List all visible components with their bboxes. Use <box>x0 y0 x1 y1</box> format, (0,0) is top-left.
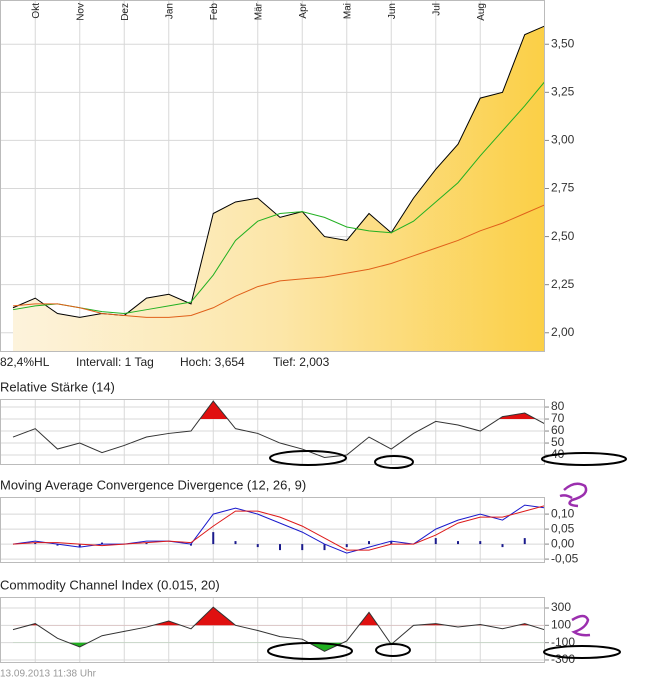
stat: 82,4%HL <box>0 355 50 369</box>
histogram-bar <box>78 544 81 548</box>
x-tick-label: Nov <box>75 3 86 21</box>
x-tick-label: Mai <box>342 3 353 19</box>
y-tick-label: -100 <box>551 635 575 649</box>
y-tick-label: 2,50 <box>551 229 575 243</box>
panel-frame <box>0 0 545 352</box>
y-tick-label: 0,05 <box>551 521 575 535</box>
stat: Intervall: 1 Tag <box>76 355 154 369</box>
series-line <box>12 504 545 554</box>
y-tick-label: 2,00 <box>551 325 575 339</box>
stat: Hoch: 3,654 <box>180 355 245 369</box>
x-tick-label: Jan <box>164 3 175 19</box>
y-tick-label: 3,00 <box>551 133 575 147</box>
x-tick-label: Mär <box>253 2 264 20</box>
panel-title: Moving Average Convergence Divergence (1… <box>0 477 306 492</box>
y-tick-label: 60 <box>551 423 565 437</box>
series-group <box>12 400 545 458</box>
ellipse <box>269 450 347 466</box>
y-tick-label: 70 <box>551 411 565 425</box>
series-line <box>12 606 545 652</box>
y-tick-label: 3,25 <box>551 84 575 98</box>
histogram-bar <box>101 542 103 545</box>
x-tick-label: Jul <box>431 3 442 16</box>
panel-title: Relative Stärke (14) <box>0 379 115 394</box>
histogram-bar <box>345 544 348 548</box>
y-tick-label: 100 <box>551 617 571 631</box>
scribble <box>559 482 588 508</box>
histogram-bar <box>368 541 370 545</box>
histogram-bar <box>145 542 148 545</box>
annotations <box>267 450 627 660</box>
y-tick-label: 2,75 <box>551 181 575 195</box>
histogram-bar <box>234 541 237 545</box>
histogram-bar <box>212 532 215 545</box>
stat: Tief: 2,003 <box>273 355 330 369</box>
x-tick-label: Feb <box>209 3 220 21</box>
histogram-bar <box>501 544 504 548</box>
ellipse <box>543 645 621 659</box>
plot-layer: Okt Nov Dez Jan Feb Mär Apr Mai Jun Jul Aug 2,00 2,2… <box>0 0 579 666</box>
scribble <box>571 614 591 637</box>
histogram-bar <box>56 544 59 546</box>
x-tick-label: Dez <box>120 3 131 21</box>
panel-frame <box>0 497 545 563</box>
ellipse <box>267 642 353 660</box>
series-line <box>12 505 545 551</box>
series-group <box>12 25 545 352</box>
y-tick-label: 0,00 <box>551 536 575 550</box>
series-line <box>12 204 545 318</box>
footer: 13.09.2013 11:38 Uhr <box>0 669 97 680</box>
histogram-bar <box>256 544 259 548</box>
y-tick-label: 0,10 <box>551 506 575 520</box>
series-line <box>12 80 545 315</box>
x-tick-label: Jun <box>387 3 398 19</box>
scribbles <box>559 482 591 637</box>
panel-title: Commodity Channel Index (0.015, 20) <box>0 577 220 592</box>
histogram-bar <box>34 542 37 545</box>
ellipse <box>541 452 627 466</box>
y-tick-label: 80 <box>551 399 565 413</box>
histogram-bar <box>190 544 192 546</box>
y-tick-label: 3,50 <box>551 36 575 50</box>
histogram-bar <box>479 541 482 545</box>
series-line <box>12 400 545 458</box>
histogram-bar <box>457 541 459 545</box>
ellipse <box>375 643 411 657</box>
y-tick-label: -0,05 <box>551 551 579 565</box>
histogram-bar <box>390 541 393 545</box>
price-area <box>13 25 545 352</box>
histogram-bar <box>434 538 437 545</box>
series-group <box>12 606 545 652</box>
histogram-bar <box>323 544 326 551</box>
ellipse <box>374 455 414 469</box>
panel-frame <box>0 399 545 465</box>
y-tick-label: 300 <box>551 600 571 614</box>
x-tick-label: Apr <box>298 2 309 18</box>
histogram-bar <box>301 544 304 551</box>
panel-frame <box>0 597 545 663</box>
y-tick-label: 50 <box>551 435 565 449</box>
histogram-bar <box>279 544 281 551</box>
histogram-bar <box>523 538 526 545</box>
x-tick-label: Okt <box>31 3 42 19</box>
series-group <box>12 504 545 554</box>
x-tick-label: Aug <box>476 3 487 21</box>
y-tick-label: 2,25 <box>551 277 575 291</box>
y-tick-label: -300 <box>551 652 575 666</box>
